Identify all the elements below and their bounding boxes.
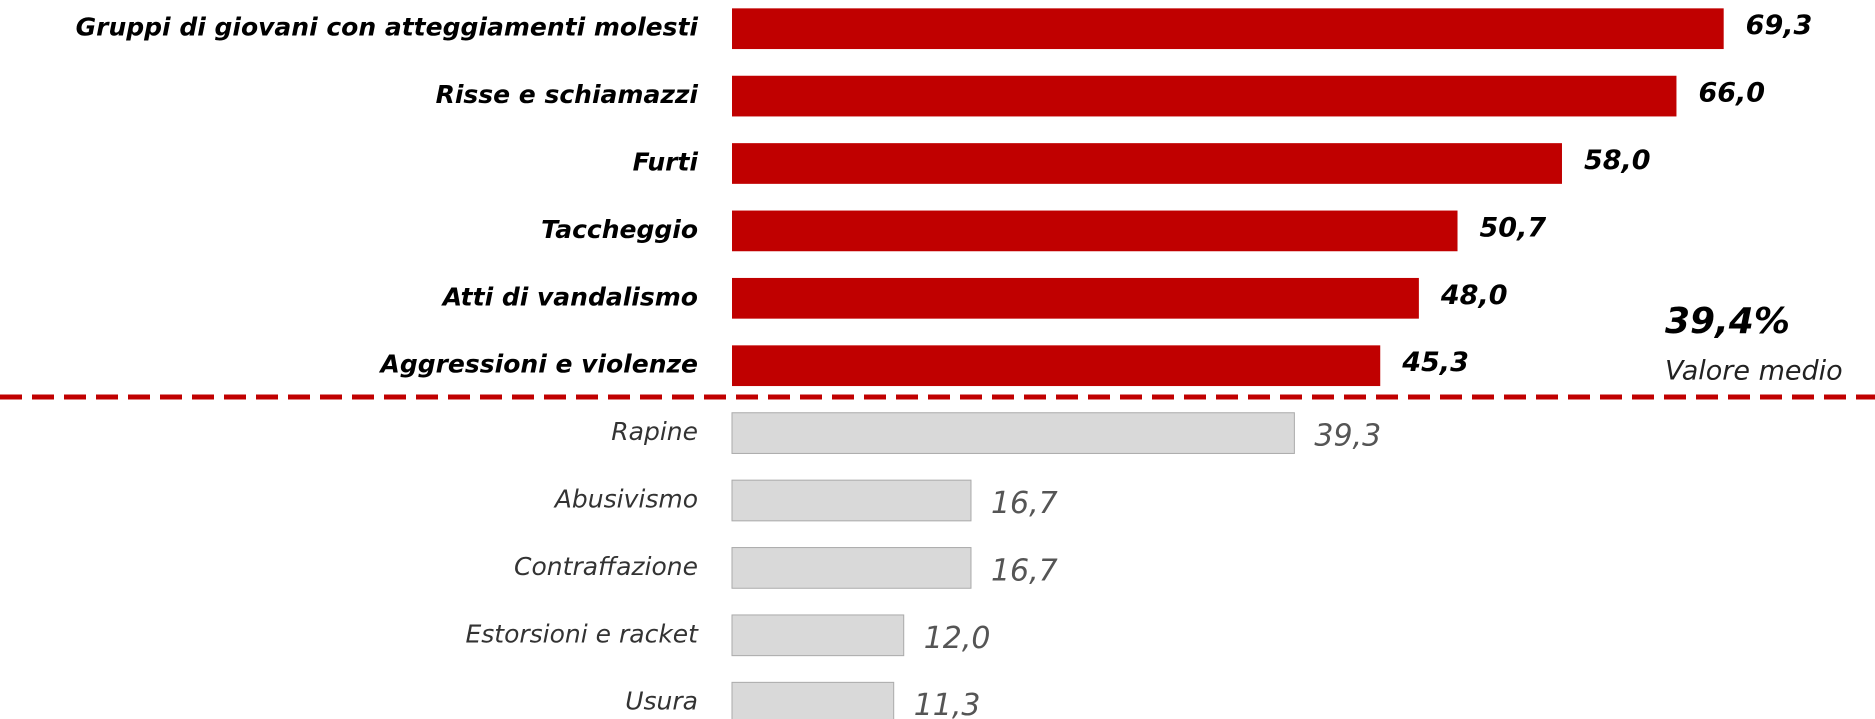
bar — [731, 412, 1295, 454]
value-label: 69,3 — [1746, 10, 1813, 41]
bar — [732, 345, 1381, 387]
category-label: Usura — [625, 687, 698, 716]
value-label: 11,3 — [914, 688, 981, 719]
value-label: 66,0 — [1698, 78, 1765, 109]
value-label: 16,7 — [991, 486, 1058, 521]
value-label: 12,0 — [924, 621, 991, 656]
bar — [731, 547, 972, 589]
value-label: 50,7 — [1480, 212, 1547, 243]
category-label: Rapine — [611, 417, 698, 446]
bar — [732, 8, 1724, 50]
category-label: Atti di vandalismo — [441, 282, 698, 311]
value-label: 39,3 — [1314, 419, 1381, 454]
bar — [732, 210, 1458, 252]
value-label: 16,7 — [991, 553, 1058, 588]
category-label: Aggressioni e violenze — [378, 350, 698, 379]
value-label: 58,0 — [1584, 145, 1651, 176]
value-label: 48,0 — [1440, 280, 1508, 311]
value-label: 45,3 — [1401, 347, 1469, 378]
category-label: Risse e schiamazzi — [436, 80, 699, 109]
bar — [731, 479, 972, 522]
average-caption: Valore medio — [1665, 356, 1843, 387]
bar — [732, 277, 1419, 319]
category-label: Taccheggio — [541, 215, 698, 244]
category-label: Contraffazione — [514, 552, 698, 581]
category-label: Furti — [633, 148, 699, 177]
bar — [732, 75, 1677, 117]
bar — [732, 143, 1562, 184]
average-value: 39,4% — [1665, 301, 1790, 342]
bar — [731, 614, 905, 657]
category-label: Gruppi di giovani con atteggiamenti mole… — [76, 13, 699, 42]
bar — [731, 681, 895, 719]
category-label: Abusivismo — [553, 485, 698, 514]
category-label: Estorsioni e racket — [465, 619, 699, 648]
